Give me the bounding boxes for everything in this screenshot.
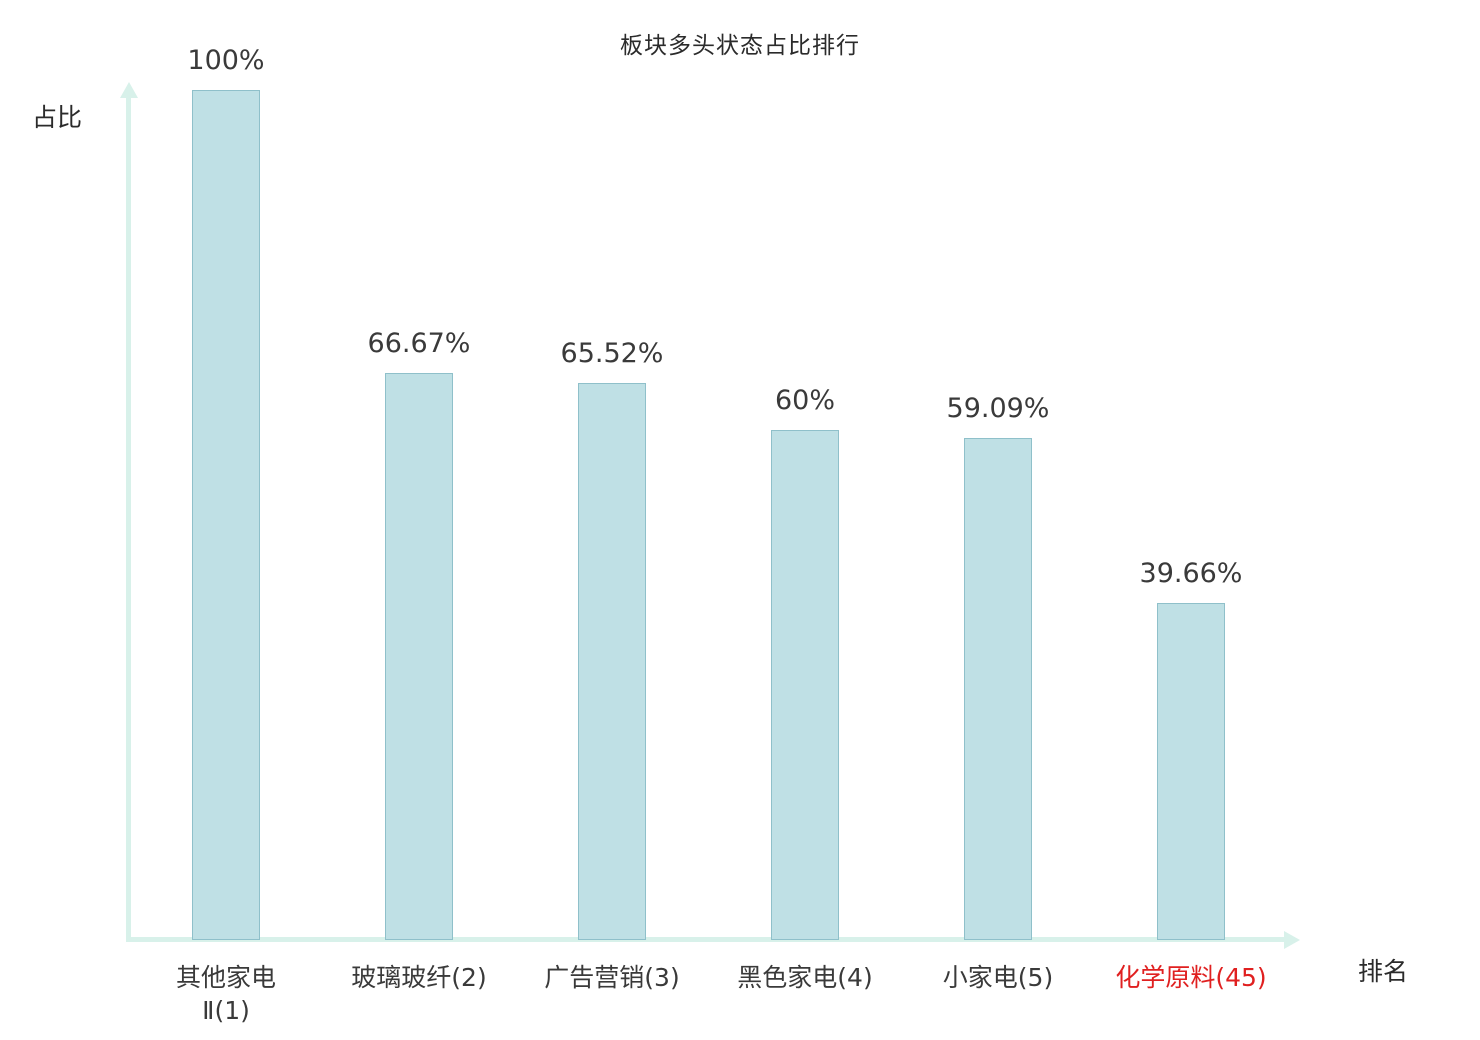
bar-value-label: 100% [187,45,265,76]
bar-value-label: 59.09% [946,392,1050,424]
category-label: 广告营销(3) [544,963,680,992]
bar-value-label: 60% [774,385,835,416]
bar-value-label: 66.67% [367,328,471,360]
bar-5 [964,437,1032,940]
x-axis-label: 排名 [1358,957,1409,986]
category-label: 黑色家电(4) [737,963,873,992]
bar-3 [578,383,646,940]
chart-title: 板块多头状态占比排行 [620,33,860,59]
bar-4 [771,430,839,940]
category-label: 小家电(5) [942,963,1054,992]
bar-2 [385,373,453,940]
category-label: 其他家电 Ⅱ(1) [175,963,276,1025]
bar-1 [192,90,260,940]
y-axis-line [126,96,131,942]
bar-value-label: 39.66% [1139,557,1243,589]
y-axis-arrow-icon [119,82,138,98]
x-axis-arrow-icon [1284,930,1300,949]
y-axis-label: 占比 [32,103,83,132]
category-label: 化学原料(45) [1115,963,1267,992]
category-label: 玻璃玻纤(2) [351,963,487,992]
bar-value-label: 65.52% [560,338,664,370]
x-axis-line [126,937,1286,942]
bar-6 [1157,602,1225,940]
